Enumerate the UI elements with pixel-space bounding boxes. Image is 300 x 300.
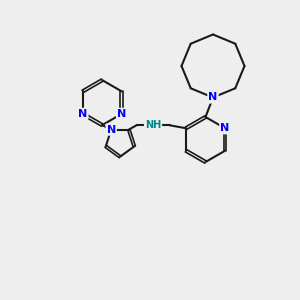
Text: NH: NH	[145, 120, 161, 130]
Text: N: N	[106, 124, 116, 135]
Text: N: N	[220, 123, 230, 133]
Text: N: N	[208, 92, 217, 103]
Text: N: N	[117, 109, 126, 119]
Text: N: N	[78, 109, 87, 119]
